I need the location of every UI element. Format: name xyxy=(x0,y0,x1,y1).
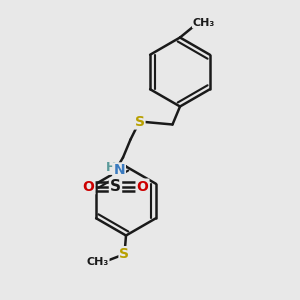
Text: H: H xyxy=(106,161,116,174)
Text: O: O xyxy=(82,180,94,194)
Text: S: S xyxy=(134,115,145,128)
Text: S: S xyxy=(110,179,121,194)
Text: CH₃: CH₃ xyxy=(193,17,215,28)
Text: O: O xyxy=(136,180,148,194)
Text: CH₃: CH₃ xyxy=(86,256,109,267)
Text: S: S xyxy=(119,247,130,261)
Text: N: N xyxy=(113,164,125,177)
